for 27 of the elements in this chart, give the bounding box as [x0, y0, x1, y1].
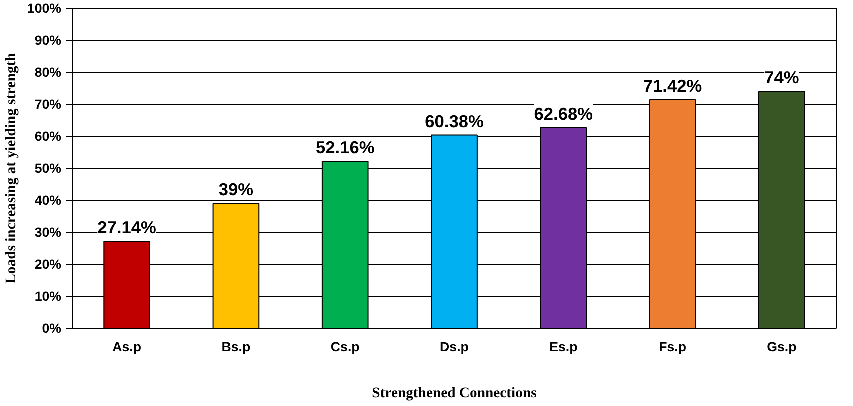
x-tick-label: Cs.p — [330, 340, 360, 354]
data-label: 39% — [218, 180, 254, 200]
data-label: 27.14% — [98, 218, 156, 238]
y-tick-label: 90% — [34, 33, 62, 48]
x-tick-label: Bs.p — [222, 340, 251, 354]
data-label: 74% — [764, 68, 800, 88]
data-label: 60.38% — [425, 111, 484, 132]
x-tick-label: As.p — [112, 340, 142, 354]
y-tick-label: 60% — [34, 129, 62, 144]
y-tick-label: 0% — [42, 321, 62, 336]
data-label: 52.16% — [316, 138, 375, 158]
x-tick-label: Gs.p — [767, 340, 797, 354]
y-axis-title: Loads increasing at yielding strength — [3, 53, 20, 284]
data-label: 71.42% — [643, 76, 702, 96]
x-tick-label: Fs.p — [659, 340, 686, 354]
x-axis-title: Strengthened Connections — [372, 386, 538, 402]
y-tick-label: 70% — [34, 97, 62, 112]
y-tick-label: 80% — [34, 65, 62, 80]
y-tick-label: 20% — [34, 257, 62, 272]
x-tick-label: Ds.p — [440, 340, 469, 354]
x-tick-label: Es.p — [550, 340, 578, 354]
y-tick-label: 10% — [34, 289, 62, 304]
y-tick-label: 100% — [27, 1, 62, 16]
y-tick-label: 30% — [34, 225, 62, 240]
y-tick-label: 40% — [34, 193, 62, 208]
y-tick-label: 50% — [34, 161, 62, 176]
data-label: 62.68% — [534, 104, 594, 124]
